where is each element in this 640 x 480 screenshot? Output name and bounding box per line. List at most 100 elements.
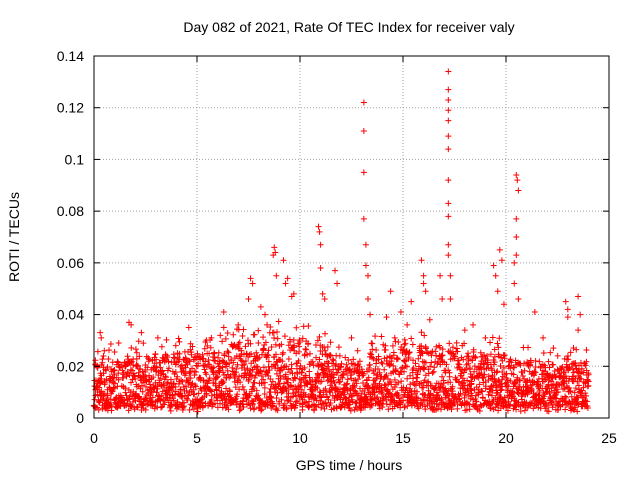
data-point [445,146,452,153]
baseline-point [198,396,205,403]
baseline-point [151,384,158,391]
baseline-point [295,357,302,364]
baseline-point [378,333,385,340]
data-point [397,308,404,315]
baseline-point [420,365,427,372]
baseline-point [360,372,367,379]
baseline-point [255,327,262,334]
data-point [367,311,374,318]
baseline-point [96,384,103,391]
baseline-point [336,352,343,359]
data-point [387,288,394,295]
baseline-point [251,405,258,412]
baseline-point [449,383,456,390]
data-point [284,275,291,282]
baseline-point [199,403,206,410]
baseline-point [478,365,485,372]
baseline-point [521,407,528,414]
baseline-point [101,379,108,386]
baseline-point [296,343,303,350]
baseline-point [251,331,258,338]
baseline-point [242,357,249,364]
baseline-point [498,376,505,383]
data-point [575,327,582,334]
baseline-point [152,364,159,371]
baseline-point [555,381,562,388]
baseline-point [267,324,274,331]
baseline-point [490,361,497,368]
data-point [420,272,427,279]
baseline-point [221,350,228,357]
baseline-point [322,330,329,337]
baseline-point [489,334,496,341]
baseline-point [540,389,547,396]
baseline-point [359,370,366,377]
baseline-point [561,368,568,375]
baseline-point [353,366,360,373]
data-point [154,334,161,341]
baseline-point [305,340,312,347]
baseline-point [277,372,284,379]
baseline-point [368,402,375,409]
baseline-point [256,396,263,403]
baseline-point [208,388,215,395]
baseline-point [427,391,434,398]
data-point [360,215,367,222]
baseline-point [456,393,463,400]
data-point [445,96,452,103]
data-point [445,107,452,114]
data-point [564,314,571,321]
baseline-point [269,378,276,385]
baseline-point [584,398,591,405]
baseline-point [520,401,527,408]
baseline-point [454,348,461,355]
baseline-point [378,359,385,366]
baseline-point [197,385,204,392]
baseline-point [381,366,388,373]
baseline-point [499,369,506,376]
baseline-point [373,395,380,402]
baseline-point [187,375,194,382]
baseline-point [184,397,191,404]
baseline-point [292,398,299,405]
baseline-point [142,368,149,375]
baseline-point [305,404,312,411]
baseline-point [482,383,489,390]
baseline-point [391,384,398,391]
baseline-point [439,352,446,359]
y-tick-label: 0.08 [57,203,84,219]
data-point [271,244,278,251]
baseline-point [291,374,298,381]
data-point [334,280,341,287]
data-point [208,334,215,341]
baseline-point [347,407,354,414]
baseline-point [406,349,413,356]
baseline-point [285,375,292,382]
baseline-point [372,333,379,340]
data-point [461,327,468,334]
baseline-point [376,369,383,376]
baseline-point [390,362,397,369]
baseline-point [314,385,321,392]
baseline-point [305,323,312,330]
baseline-point [466,406,473,413]
baseline-point [466,366,473,373]
baseline-point [133,355,140,362]
baseline-point [136,353,143,360]
baseline-point [233,398,240,405]
baseline-point [312,402,319,409]
baseline-point [432,384,439,391]
baseline-point [391,376,398,383]
baseline-point [239,383,246,390]
y-tick-label: 0.04 [57,307,84,323]
baseline-point [240,395,247,402]
baseline-point [170,351,177,358]
data-point [447,272,454,279]
baseline-point [491,359,498,366]
baseline-point [236,339,243,346]
baseline-point [485,364,492,371]
baseline-point [402,362,409,369]
baseline-point [431,364,438,371]
baseline-point [175,335,182,342]
